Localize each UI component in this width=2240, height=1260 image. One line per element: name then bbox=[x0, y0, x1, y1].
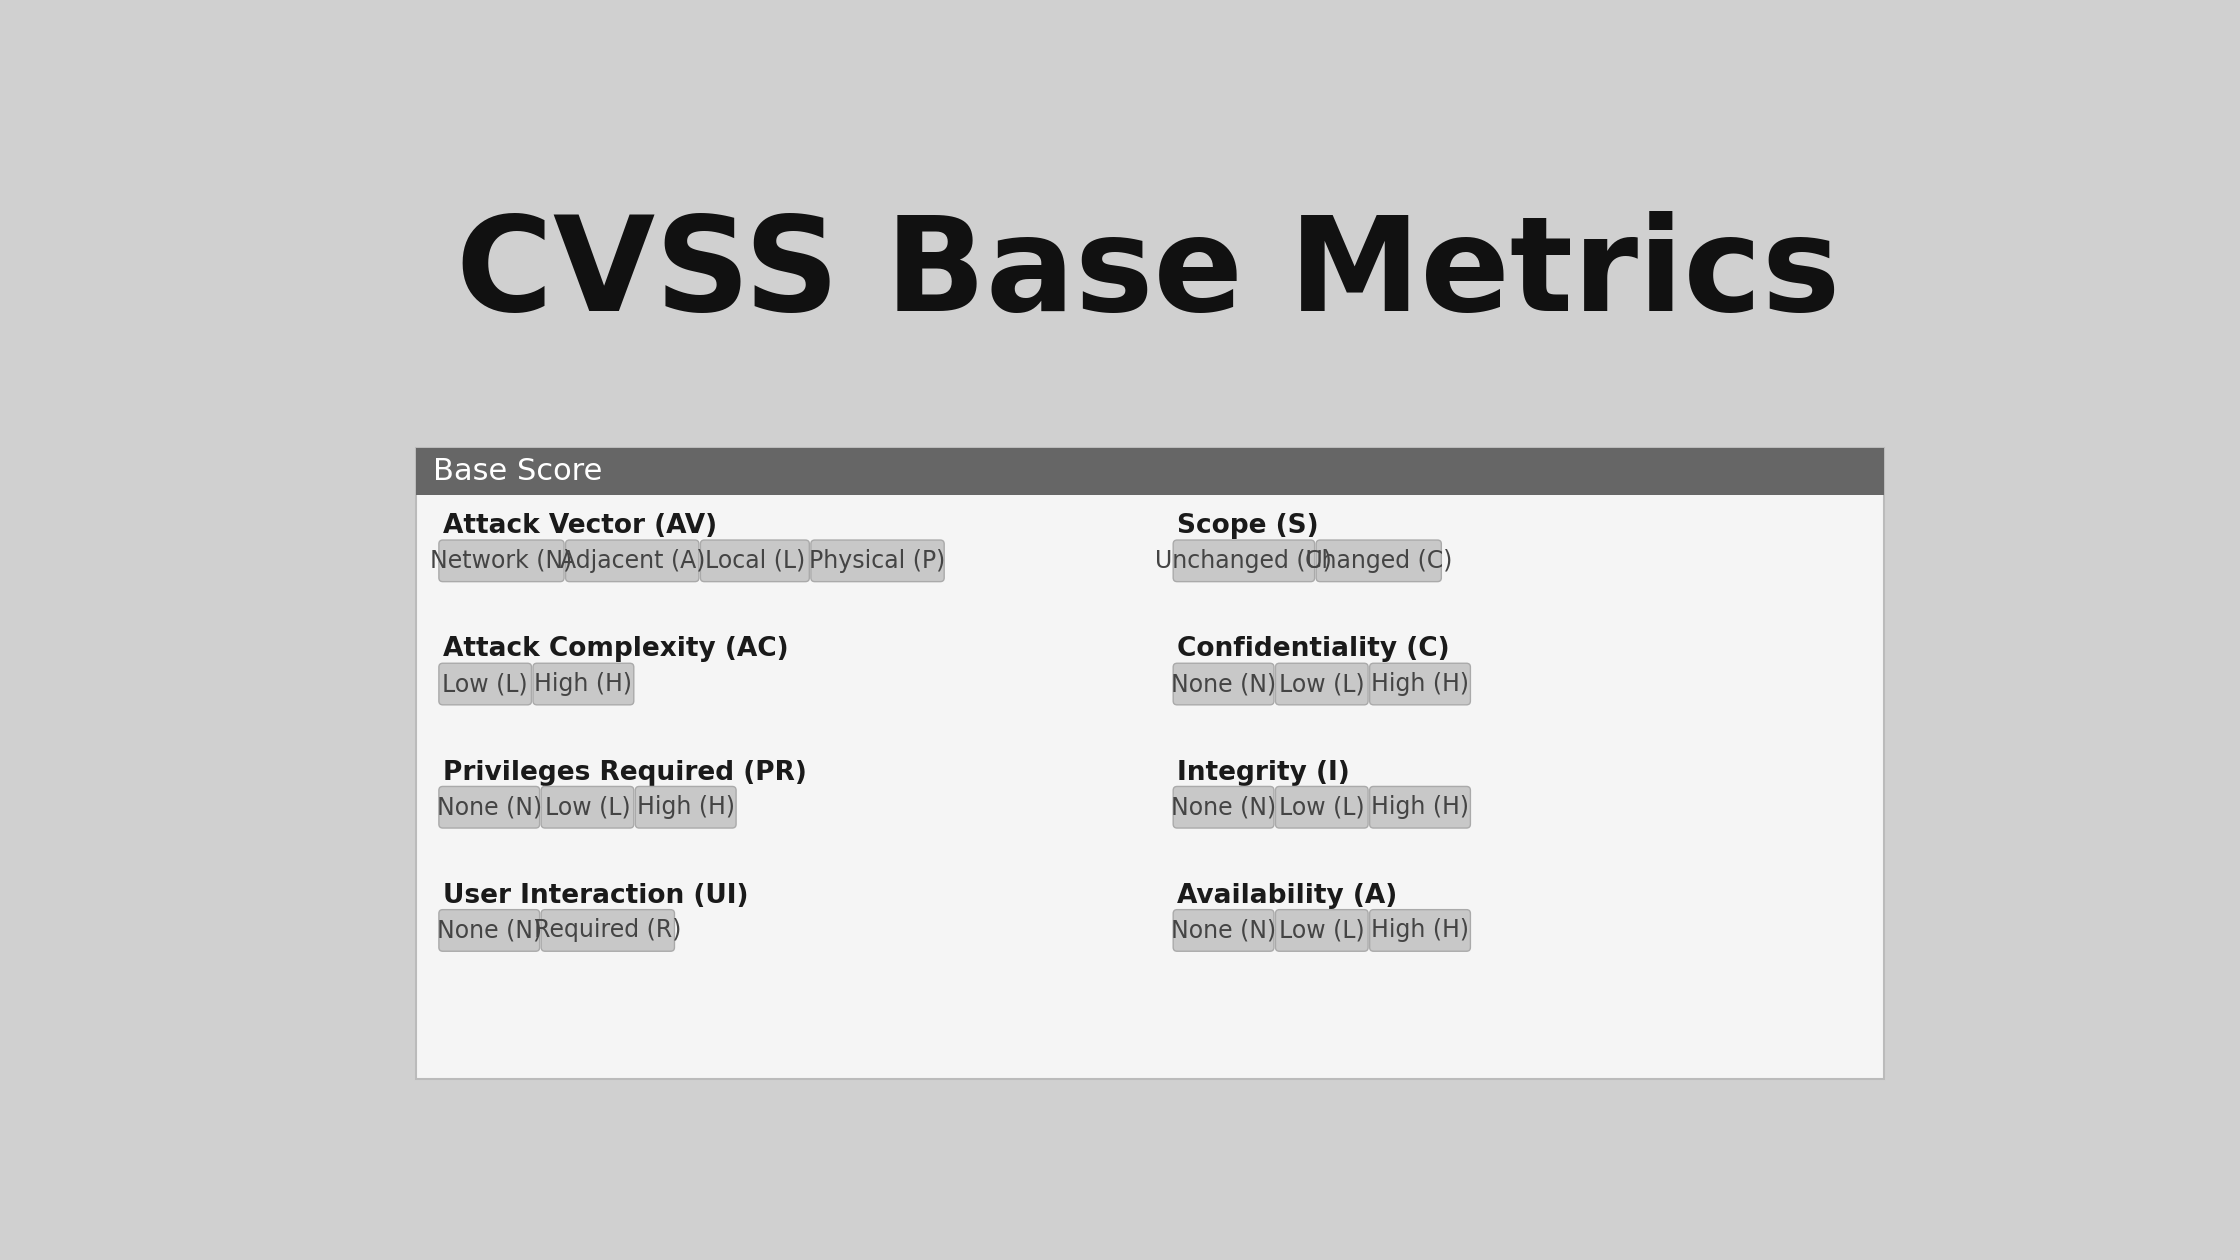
FancyBboxPatch shape bbox=[1275, 663, 1369, 704]
FancyBboxPatch shape bbox=[439, 541, 564, 582]
Text: Required (R): Required (R) bbox=[533, 919, 681, 942]
Text: High (H): High (H) bbox=[1371, 919, 1469, 942]
Text: Privileges Required (PR): Privileges Required (PR) bbox=[444, 760, 806, 785]
Text: Low (L): Low (L) bbox=[441, 672, 529, 696]
Text: High (H): High (H) bbox=[1371, 672, 1469, 696]
FancyBboxPatch shape bbox=[1369, 786, 1469, 828]
Text: Attack Vector (AV): Attack Vector (AV) bbox=[444, 513, 717, 539]
Text: Network (N): Network (N) bbox=[430, 549, 573, 573]
Text: Unchanged (U): Unchanged (U) bbox=[1156, 549, 1333, 573]
FancyBboxPatch shape bbox=[636, 786, 737, 828]
Text: None (N): None (N) bbox=[1172, 919, 1277, 942]
FancyBboxPatch shape bbox=[417, 447, 1884, 1079]
Text: High (H): High (H) bbox=[1371, 795, 1469, 819]
Text: Confidentiality (C): Confidentiality (C) bbox=[1176, 636, 1449, 663]
FancyBboxPatch shape bbox=[439, 663, 531, 704]
Text: Availability (A): Availability (A) bbox=[1176, 883, 1398, 908]
Text: CVSS Base Metrics: CVSS Base Metrics bbox=[455, 210, 1841, 338]
Text: Local (L): Local (L) bbox=[706, 549, 804, 573]
Text: Low (L): Low (L) bbox=[1279, 795, 1364, 819]
Text: Physical (P): Physical (P) bbox=[809, 549, 945, 573]
FancyBboxPatch shape bbox=[439, 786, 540, 828]
FancyBboxPatch shape bbox=[1317, 541, 1440, 582]
FancyBboxPatch shape bbox=[1275, 910, 1369, 951]
Text: Scope (S): Scope (S) bbox=[1176, 513, 1319, 539]
Text: None (N): None (N) bbox=[1172, 795, 1277, 819]
Text: Low (L): Low (L) bbox=[1279, 919, 1364, 942]
FancyBboxPatch shape bbox=[811, 541, 945, 582]
FancyBboxPatch shape bbox=[542, 910, 674, 951]
FancyBboxPatch shape bbox=[533, 663, 634, 704]
FancyBboxPatch shape bbox=[1174, 541, 1315, 582]
Text: Base Score: Base Score bbox=[432, 457, 603, 486]
FancyBboxPatch shape bbox=[1174, 910, 1275, 951]
Text: None (N): None (N) bbox=[437, 919, 542, 942]
Text: Adjacent (A): Adjacent (A) bbox=[560, 549, 706, 573]
FancyBboxPatch shape bbox=[1174, 786, 1275, 828]
FancyBboxPatch shape bbox=[701, 541, 809, 582]
Text: High (H): High (H) bbox=[636, 795, 735, 819]
FancyBboxPatch shape bbox=[1369, 663, 1469, 704]
Text: High (H): High (H) bbox=[535, 672, 632, 696]
Text: Low (L): Low (L) bbox=[544, 795, 629, 819]
Text: User Interaction (UI): User Interaction (UI) bbox=[444, 883, 748, 908]
Text: None (N): None (N) bbox=[437, 795, 542, 819]
FancyBboxPatch shape bbox=[1174, 663, 1275, 704]
Text: None (N): None (N) bbox=[1172, 672, 1277, 696]
FancyBboxPatch shape bbox=[564, 541, 699, 582]
FancyBboxPatch shape bbox=[439, 910, 540, 951]
Text: Low (L): Low (L) bbox=[1279, 672, 1364, 696]
FancyBboxPatch shape bbox=[1369, 910, 1469, 951]
Text: Integrity (I): Integrity (I) bbox=[1176, 760, 1351, 785]
FancyBboxPatch shape bbox=[1275, 786, 1369, 828]
Text: Attack Complexity (AC): Attack Complexity (AC) bbox=[444, 636, 788, 663]
Text: Changed (C): Changed (C) bbox=[1306, 549, 1452, 573]
FancyBboxPatch shape bbox=[542, 786, 634, 828]
FancyBboxPatch shape bbox=[417, 447, 1884, 495]
